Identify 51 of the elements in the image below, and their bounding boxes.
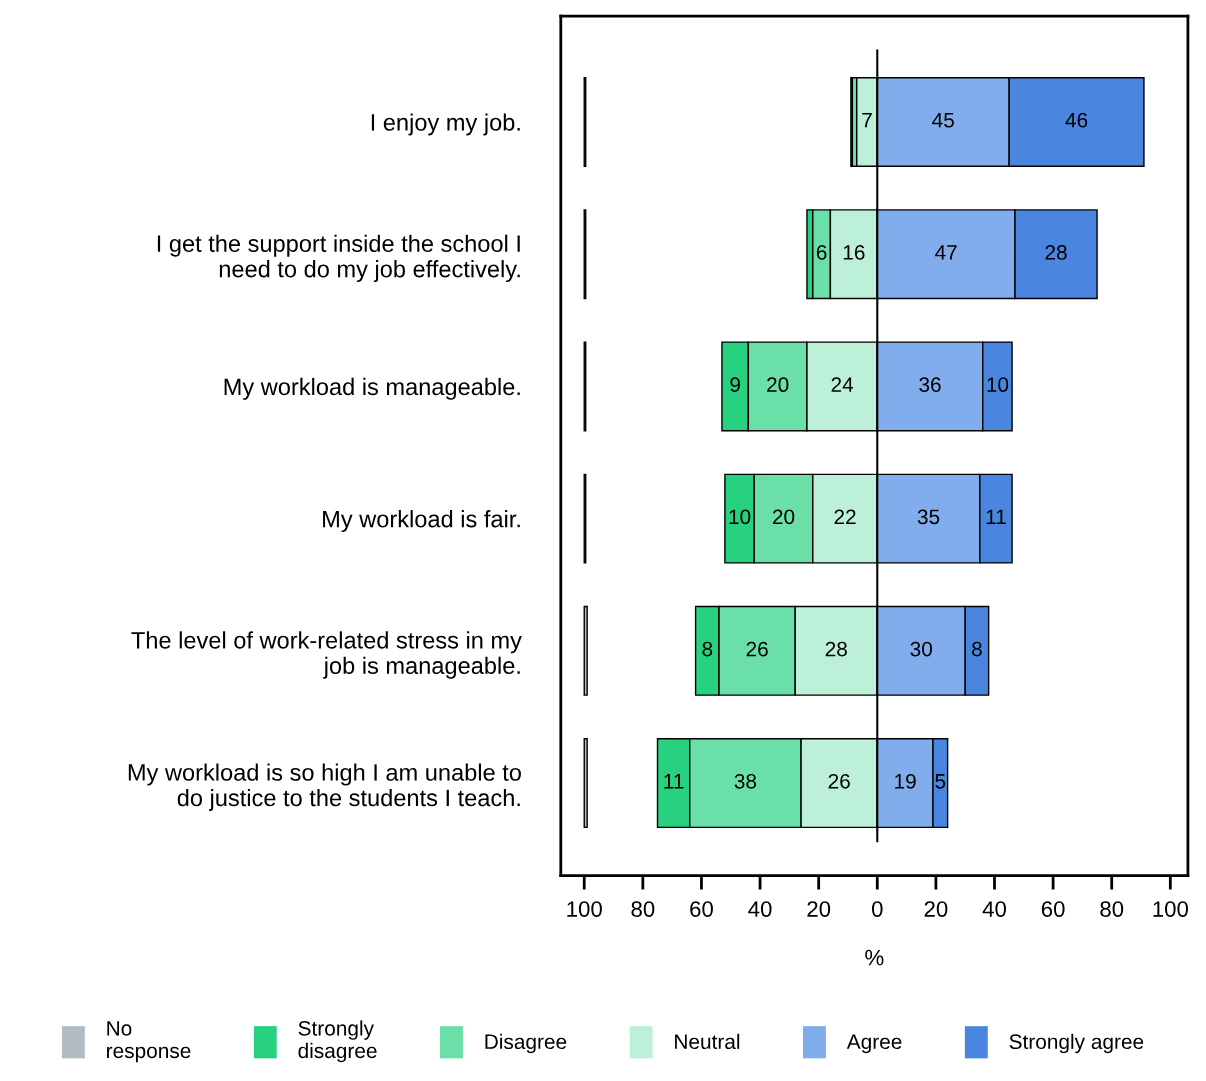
x-tick-label: 0 [871, 901, 883, 917]
y-tick-label: The level of work-related stress in my job is manageable. [131, 631, 522, 679]
data-label: 30 [910, 641, 933, 657]
x-tick-label: 80 [1100, 901, 1124, 917]
y-tick-label: My workload is fair. [323, 510, 520, 533]
data-label: 16 [843, 245, 865, 260]
data-label: 20 [767, 377, 789, 393]
data-label: 10 [987, 377, 1009, 393]
x-tick-label: 40 [982, 901, 1006, 917]
x-tick-label: 100 [567, 901, 602, 917]
data-label: 11 [664, 774, 684, 789]
data-label: 5 [935, 774, 946, 789]
data-label: 26 [746, 641, 768, 657]
data-label: 28 [825, 641, 847, 657]
data-label: 7 [862, 113, 872, 128]
x-tick-label: 20 [807, 901, 831, 917]
data-label: 35 [917, 509, 940, 525]
data-label: 20 [772, 509, 795, 525]
data-label: 10 [729, 509, 751, 525]
data-label: 36 [919, 377, 941, 393]
legend-label: Strongly disagree [298, 1020, 377, 1063]
data-label: 6 [816, 245, 827, 260]
data-label: 46 [1065, 112, 1088, 128]
x-tick-label: 100 [1153, 901, 1188, 917]
data-label: 38 [734, 773, 757, 789]
data-label: 22 [834, 509, 856, 525]
data-label: 8 [972, 641, 982, 657]
y-tick-label: My workload is so high I am unable to do justice to the students I teach. [128, 763, 521, 811]
data-label: 11 [986, 509, 1006, 525]
y-tick-label: My workload is manageable. [224, 377, 520, 400]
data-label: 28 [1045, 245, 1067, 260]
legend-label: Neutral [675, 1033, 740, 1050]
x-axis-title: % [865, 949, 884, 966]
data-label: 19 [895, 773, 916, 789]
data-label: 47 [935, 245, 957, 260]
x-tick-label: 20 [924, 901, 948, 917]
data-label: 24 [831, 377, 854, 392]
x-tick-label: 60 [1041, 901, 1065, 917]
legend-label: Agree [846, 1034, 902, 1054]
data-label: 9 [730, 377, 740, 393]
x-tick-label: 60 [690, 901, 713, 917]
legend-label: Strongly agree [1009, 1033, 1144, 1054]
data-label: 8 [702, 641, 713, 657]
data-label: 26 [828, 773, 850, 789]
legend-label: Disagree [485, 1033, 567, 1054]
x-tick-label: 80 [631, 901, 655, 917]
x-tick-label: 40 [748, 901, 772, 917]
y-tick-label: I get the support inside the school I need to do my job effectively. [157, 234, 520, 283]
y-tick-label: I enjoy my job. [371, 113, 520, 136]
legend-label: No response [107, 1021, 191, 1063]
data-label: 45 [932, 113, 954, 128]
